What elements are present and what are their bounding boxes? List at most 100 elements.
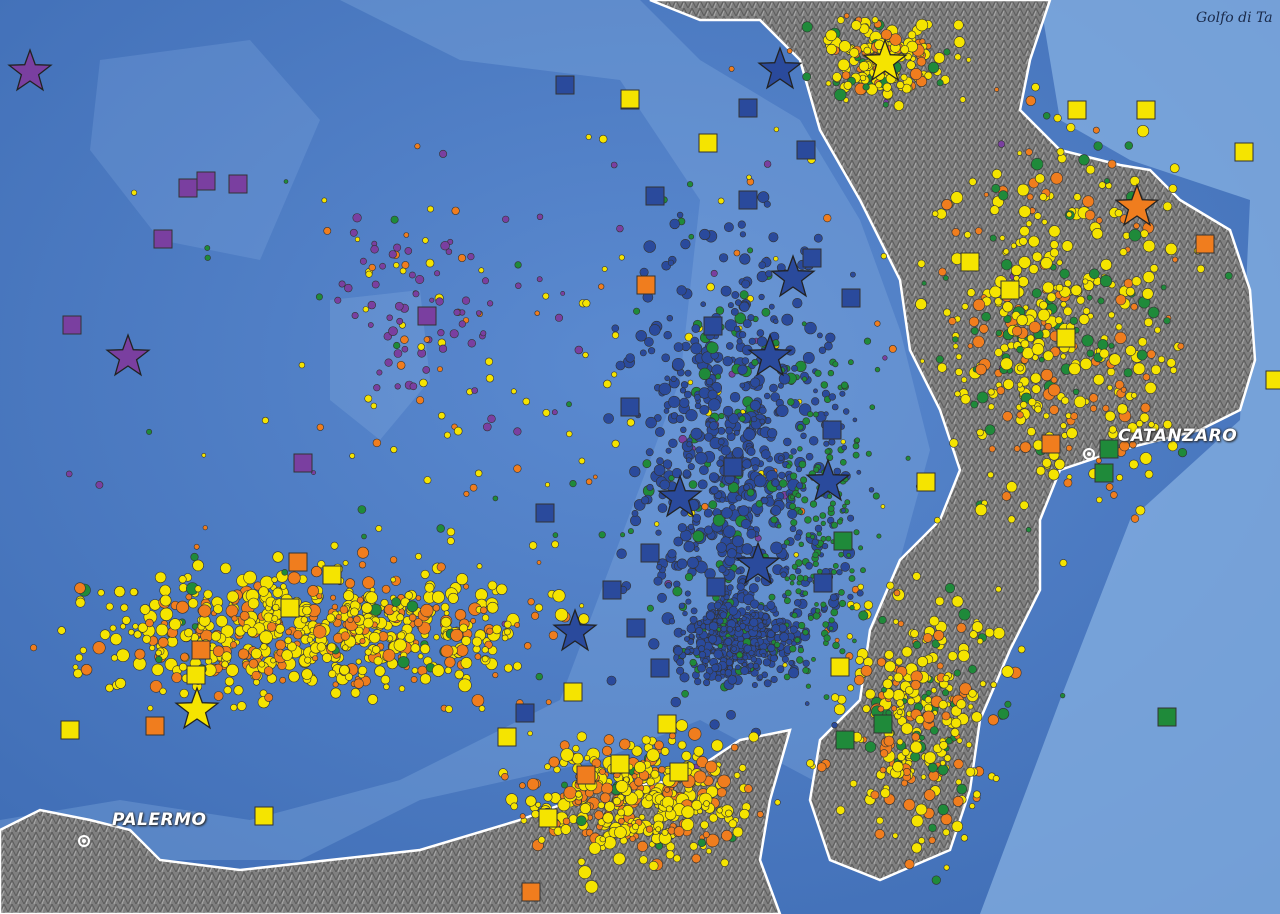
- event-blue-square: [738, 190, 758, 210]
- event-blue-circle: [742, 428, 756, 441]
- event-yellow-circle: [1031, 82, 1040, 92]
- event-orange-circle: [437, 366, 443, 372]
- event-yellow-circle: [1039, 193, 1048, 201]
- event-yellow-circle: [396, 613, 405, 622]
- event-blue-circle: [841, 444, 848, 451]
- event-purple-circle: [560, 290, 566, 296]
- event-blue-circle: [727, 675, 737, 685]
- event-blue-circle: [757, 674, 764, 680]
- event-yellow-circle: [665, 850, 675, 860]
- event-yellow-circle: [950, 191, 964, 204]
- event-orange-circle: [870, 790, 880, 800]
- event-green-circle: [943, 275, 949, 281]
- event-green-circle: [858, 610, 869, 621]
- event-blue-circle: [726, 710, 736, 720]
- event-orange-circle: [323, 226, 332, 235]
- event-orange-circle: [585, 478, 593, 485]
- event-purple-circle: [574, 345, 583, 355]
- event-yellow-circle: [1043, 412, 1050, 420]
- event-yellow-circle: [706, 282, 715, 292]
- event-blue-circle: [757, 191, 770, 204]
- event-yellow-circle: [1162, 419, 1173, 430]
- event-green-circle: [736, 651, 743, 659]
- event-yellow-circle: [552, 589, 566, 603]
- event-yellow-circle: [871, 16, 879, 24]
- event-blue-circle: [655, 529, 662, 536]
- event-orange-circle: [974, 227, 983, 235]
- event-orange-circle: [1105, 483, 1114, 491]
- event-yellow-circle: [1016, 150, 1023, 156]
- event-yellow-circle: [942, 674, 950, 682]
- event-orange-circle: [618, 817, 625, 825]
- event-yellow-circle: [918, 837, 926, 845]
- event-green-circle: [838, 599, 847, 608]
- event-blue-circle: [682, 610, 688, 617]
- event-green-circle: [798, 541, 804, 547]
- event-yellow-square: [254, 806, 274, 826]
- event-orange-circle: [353, 615, 361, 623]
- event-orange-circle: [474, 653, 482, 660]
- event-green-circle: [853, 529, 860, 536]
- event-blue-circle: [807, 576, 813, 583]
- event-yellow-circle: [432, 664, 445, 677]
- event-green-circle: [935, 355, 944, 364]
- event-orange-circle: [1088, 393, 1099, 403]
- event-yellow-circle: [604, 801, 615, 812]
- event-orange-circle: [1172, 256, 1178, 263]
- event-orange-circle: [536, 560, 542, 565]
- event-yellow-circle: [275, 623, 285, 634]
- event-orange-circle: [312, 655, 319, 662]
- event-yellow-circle: [907, 30, 917, 40]
- event-blue-circle: [667, 549, 677, 559]
- event-yellow-circle: [1108, 311, 1115, 319]
- event-blue-circle: [759, 418, 766, 425]
- event-green-circle: [802, 590, 809, 597]
- event-purple-circle: [554, 313, 563, 322]
- event-blue-circle: [856, 589, 864, 597]
- event-green-circle: [820, 601, 827, 608]
- event-blue-circle: [694, 451, 708, 465]
- event-yellow-circle: [1060, 353, 1067, 360]
- event-yellow-circle: [947, 651, 958, 661]
- event-yellow-circle: [339, 664, 350, 676]
- event-yellow-circle: [288, 670, 300, 683]
- event-yellow-circle: [1106, 367, 1116, 377]
- event-purple-circle: [475, 310, 482, 316]
- event-green-circle: [991, 183, 1001, 193]
- event-green-circle: [784, 597, 791, 605]
- event-yellow-circle: [225, 663, 239, 677]
- event-blue-circle: [804, 321, 817, 335]
- event-blue-circle: [722, 356, 733, 367]
- event-green-circle: [698, 367, 711, 381]
- event-green-circle: [646, 604, 654, 612]
- event-orange-circle: [1096, 217, 1103, 224]
- event-yellow-circle: [1019, 225, 1030, 237]
- event-yellow-circle: [1016, 314, 1028, 326]
- event-green-circle: [789, 573, 796, 581]
- event-blue-circle: [680, 629, 687, 636]
- event-yellow-circle: [999, 235, 1006, 241]
- event-yellow-circle: [1162, 201, 1173, 212]
- event-green-circle: [849, 568, 855, 574]
- event-orange-circle: [983, 192, 989, 198]
- event-blue-circle: [684, 369, 692, 377]
- event-blue-circle: [758, 293, 765, 301]
- event-yellow-circle: [910, 629, 919, 638]
- event-orange-circle: [519, 813, 526, 820]
- event-orange-circle: [911, 732, 920, 742]
- event-yellow-circle: [1018, 205, 1031, 218]
- event-yellow-circle: [1031, 384, 1041, 394]
- event-purple-star: [7, 48, 53, 92]
- event-yellow-circle: [1018, 256, 1031, 269]
- event-yellow-circle: [271, 576, 278, 583]
- event-green-circle: [784, 576, 790, 582]
- event-yellow-circle: [478, 705, 486, 712]
- event-orange-circle: [1040, 368, 1053, 382]
- event-yellow-circle: [1002, 378, 1014, 390]
- event-blue-circle: [708, 629, 715, 635]
- event-blue-circle: [767, 643, 776, 652]
- event-blue-circle: [697, 663, 706, 673]
- event-orange-circle: [492, 672, 499, 679]
- event-yellow-circle: [963, 231, 972, 239]
- event-blue-square: [515, 703, 535, 723]
